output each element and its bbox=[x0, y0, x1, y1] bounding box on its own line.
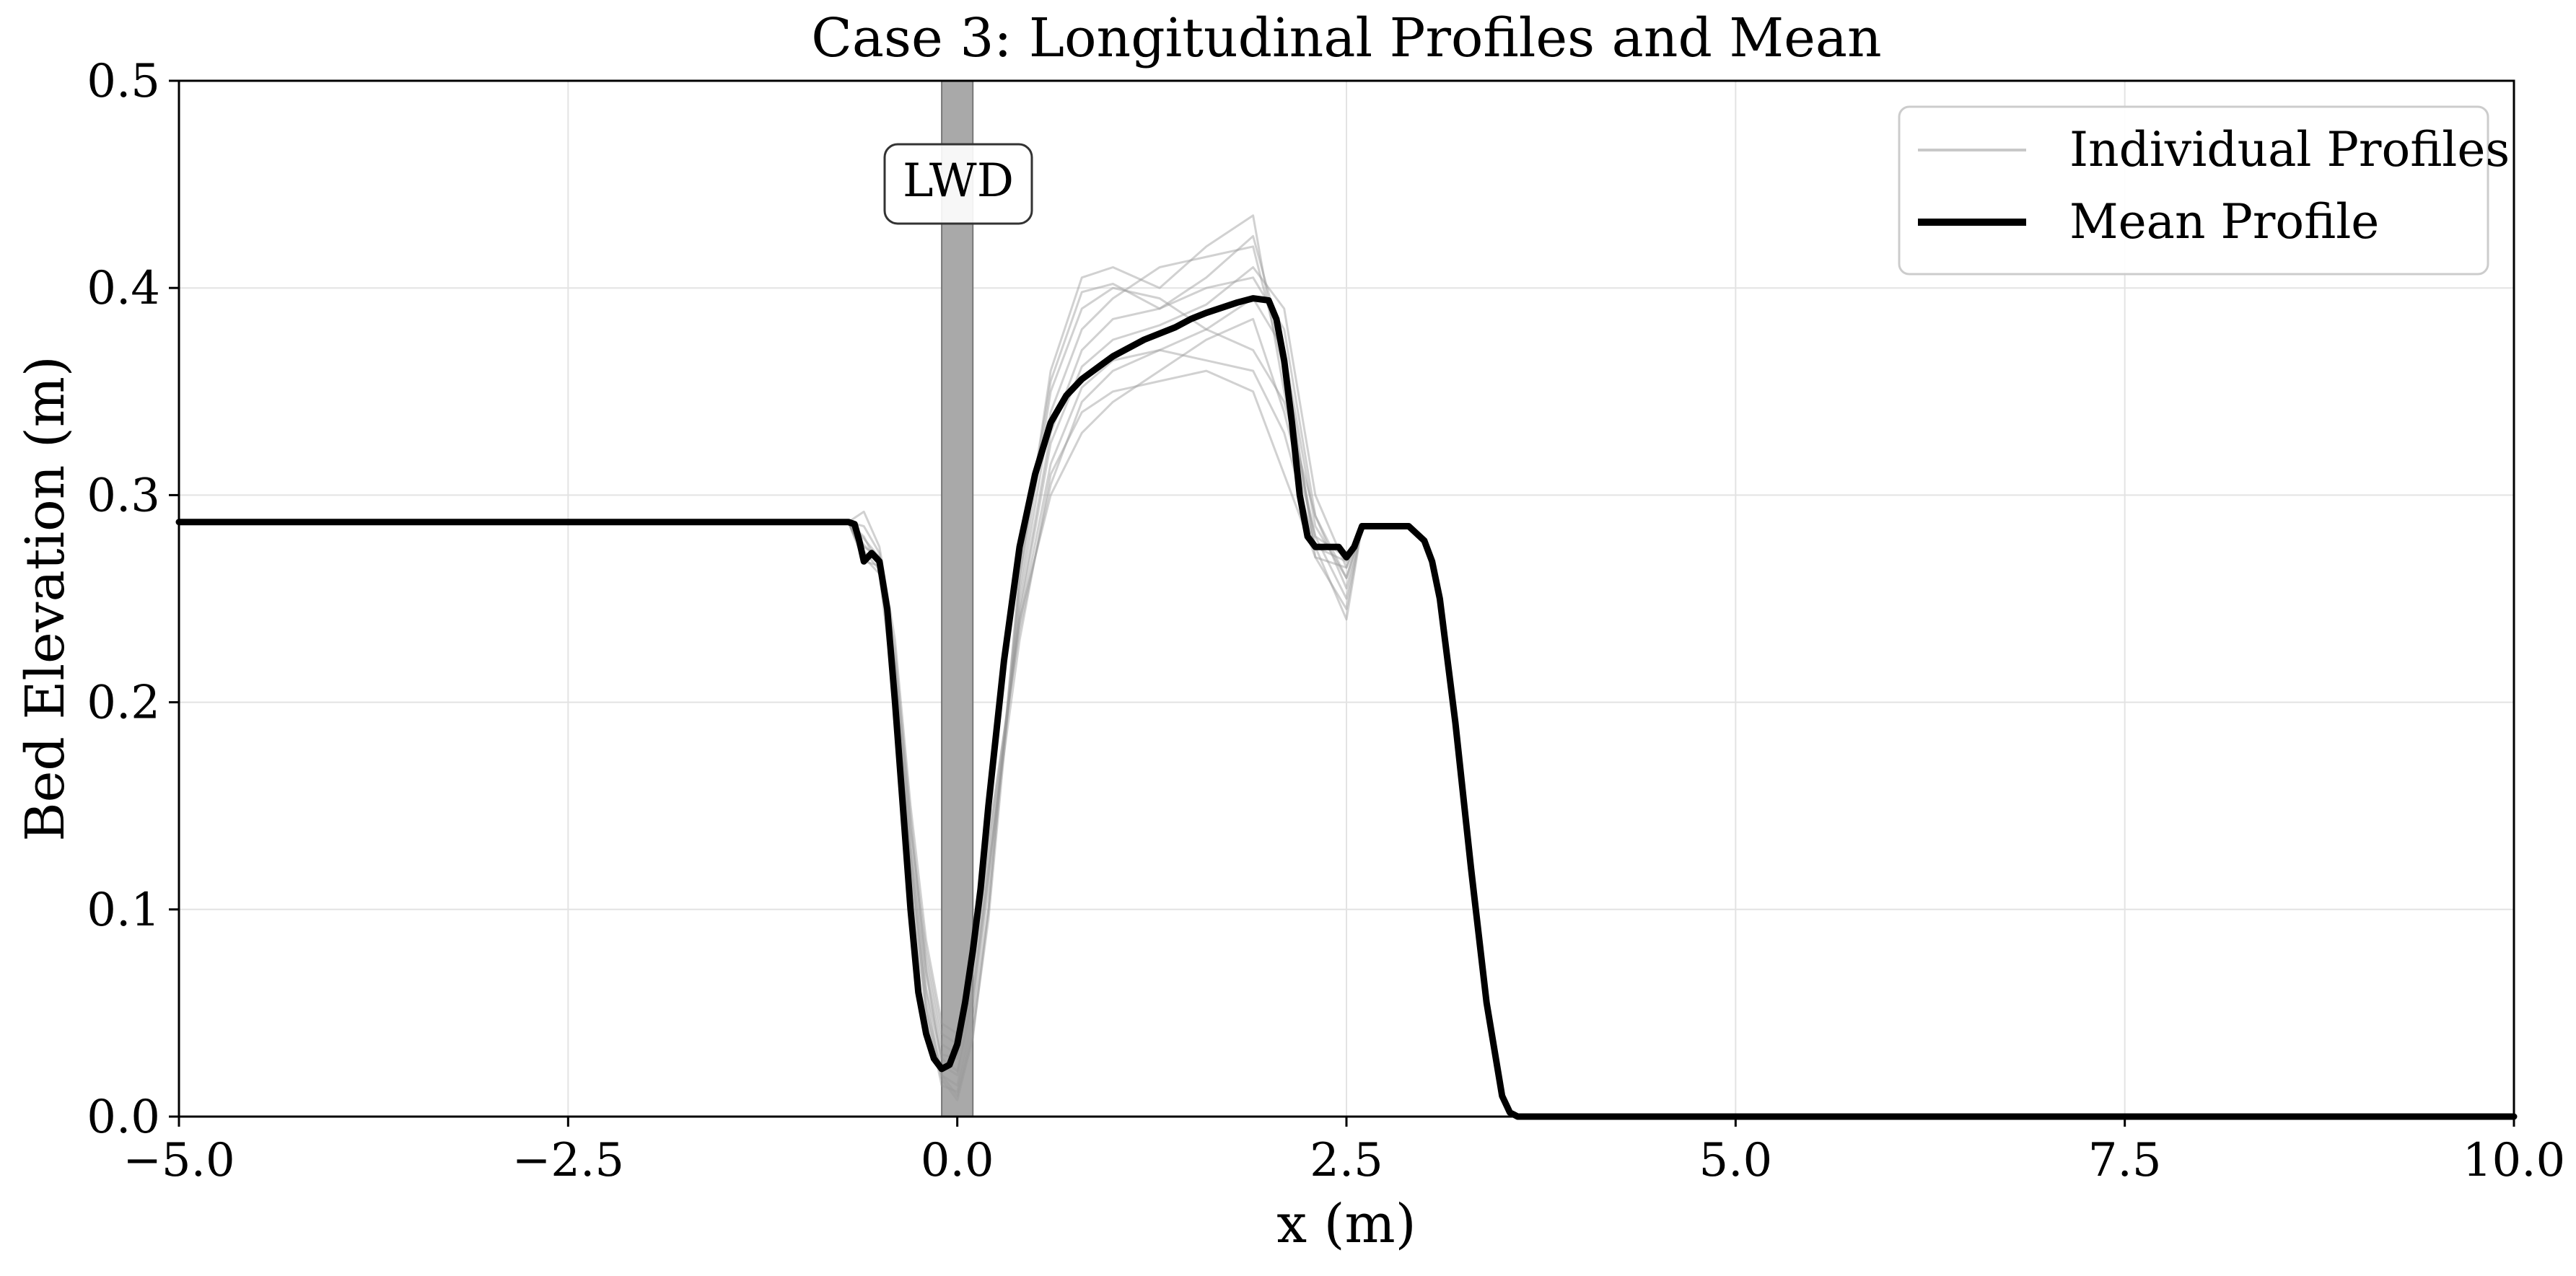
legend: Individual Profiles Mean Profile bbox=[1898, 105, 2510, 276]
x-tick-label: 10.0 bbox=[2463, 1134, 2566, 1187]
legend-label-individual: Individual Profiles bbox=[2069, 122, 2510, 177]
individual-profile-line bbox=[847, 317, 1363, 1045]
y-tick-label: 0.2 bbox=[87, 677, 160, 730]
x-tick-label: −2.5 bbox=[512, 1134, 624, 1187]
x-axis-label: x (m) bbox=[1276, 1193, 1416, 1255]
axis-ticks: −5.0 −2.5 0.0 2.5 5.0 7.5 10.0 0.0 0.1 0.2 0.3 0.4 0… bbox=[87, 55, 2565, 1187]
x-tick-label: −5.0 bbox=[123, 1134, 235, 1187]
mean-profile-line bbox=[175, 295, 2518, 1120]
lwd-annotation: LWD bbox=[883, 143, 1033, 225]
individual-profile-line bbox=[847, 348, 1363, 1056]
chart-title: Case 3: Longitudinal Profiles and Mean bbox=[811, 7, 1881, 69]
legend-label-mean: Mean Profile bbox=[2069, 194, 2379, 250]
y-tick-label: 0.1 bbox=[87, 884, 160, 937]
x-tick-label: 7.5 bbox=[2088, 1134, 2162, 1187]
y-tick-label: 0.0 bbox=[87, 1091, 160, 1144]
y-tick-label: 0.4 bbox=[87, 262, 160, 315]
lwd-annotation-box bbox=[883, 143, 1033, 225]
individual-profile-line bbox=[847, 297, 1364, 1035]
x-tick-label: 0.0 bbox=[921, 1134, 994, 1187]
y-tick-label: 0.3 bbox=[87, 469, 160, 522]
y-tick-label: 0.5 bbox=[87, 55, 160, 108]
lwd-annotation-text: LWD bbox=[903, 154, 1014, 208]
mean-profile-layer bbox=[175, 295, 2518, 1120]
x-tick-label: 5.0 bbox=[1699, 1134, 1772, 1187]
y-axis-label: Bed Elevation (m) bbox=[14, 356, 76, 842]
x-tick-label: 2.5 bbox=[1310, 1134, 1383, 1187]
legend-box bbox=[1898, 105, 2489, 276]
